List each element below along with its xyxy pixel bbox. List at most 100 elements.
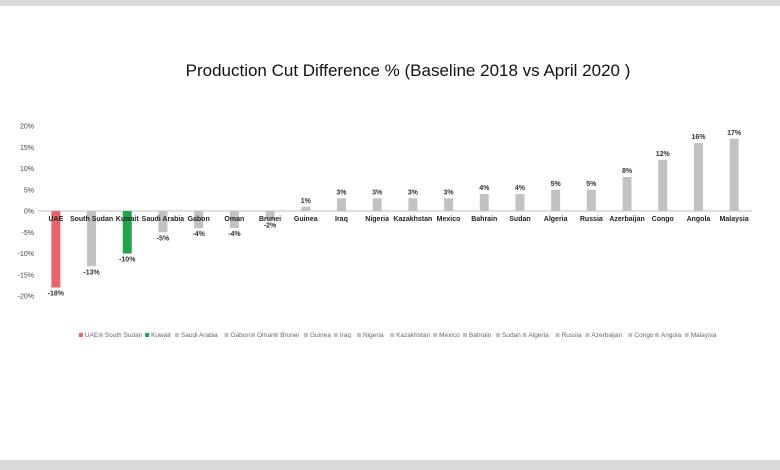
legend-label: Guinea xyxy=(310,332,331,339)
data-label: -4% xyxy=(192,231,205,238)
category-label: Kuwait xyxy=(116,216,140,223)
y-tick-label: 20% xyxy=(20,124,34,131)
legend-label: Brunei xyxy=(280,332,299,339)
data-label: 5% xyxy=(586,181,597,188)
category-label: Azerbaijan xyxy=(609,216,644,223)
data-label: 4% xyxy=(515,185,526,192)
data-label: -5% xyxy=(157,235,170,242)
legend-swatch xyxy=(333,333,338,337)
y-tick-label: 0% xyxy=(24,209,34,216)
legend-label: Mexico xyxy=(439,332,460,339)
bar xyxy=(658,160,668,211)
legend-swatch xyxy=(585,333,590,337)
legend-swatch xyxy=(628,333,633,337)
legend-swatch xyxy=(174,333,179,337)
category-label: Guinea xyxy=(294,216,318,223)
bar-chart: Production Cut Difference % (Baseline 20… xyxy=(18,61,752,339)
bars xyxy=(51,138,739,288)
legend-label: Algeria xyxy=(529,332,550,339)
category-label: Angola xyxy=(687,216,711,223)
bar xyxy=(158,211,168,233)
bar xyxy=(622,177,632,211)
legend-label: Angola xyxy=(661,332,682,339)
legend-swatch xyxy=(555,333,560,337)
category-label: Iraq xyxy=(335,216,348,223)
bar xyxy=(194,211,204,228)
category-label: UAE xyxy=(48,216,63,223)
bar xyxy=(51,211,61,288)
data-label: 3% xyxy=(372,189,383,196)
category-label: Brunei xyxy=(259,216,281,223)
legend-label: Bahrain xyxy=(469,332,492,339)
bar xyxy=(87,211,97,267)
data-label: 3% xyxy=(443,189,454,196)
data-label: 1% xyxy=(301,198,312,205)
bar xyxy=(229,211,239,228)
legend-label: Iraq xyxy=(340,332,352,339)
data-label: 3% xyxy=(408,189,419,196)
legend-swatch xyxy=(496,333,500,337)
data-label: -13% xyxy=(83,269,100,276)
category-label: Congo xyxy=(652,216,674,223)
legend-swatch xyxy=(251,333,255,337)
data-label: -4% xyxy=(228,231,241,238)
y-tick-label: -5% xyxy=(22,230,34,237)
data-label: 3% xyxy=(336,189,347,196)
category-label: Russia xyxy=(580,216,603,223)
legend-label: Kuwait xyxy=(151,332,171,339)
y-tick-label: -15% xyxy=(18,272,34,279)
bar xyxy=(729,138,739,211)
legend-label: Congo xyxy=(634,332,654,339)
data-label: 16% xyxy=(691,134,706,141)
legend-swatch xyxy=(224,333,229,337)
data-label: -10% xyxy=(119,257,136,264)
data-label: -18% xyxy=(48,291,65,298)
bar xyxy=(444,198,454,211)
category-label: Saudi Arabia xyxy=(142,216,185,223)
category-labels: UAE South Sudan Kuwait Saudi Arabia Gabon Oma… xyxy=(48,216,748,223)
y-tick-label: -10% xyxy=(18,251,34,258)
legend-swatch xyxy=(357,333,361,337)
category-label: Bahrain xyxy=(471,216,497,223)
bar xyxy=(301,206,311,211)
legend-label: Malaysia xyxy=(691,332,717,339)
legend-label: Saudi Arabia xyxy=(181,332,218,339)
data-label: 4% xyxy=(479,185,490,192)
legend-swatch xyxy=(684,333,689,337)
category-label: Oman xyxy=(224,216,244,223)
bar xyxy=(515,194,525,211)
legend: UAE South Sudan Kuwait Saudi Arabia Gabon Oma… xyxy=(78,332,717,339)
data-label: 12% xyxy=(656,151,671,158)
legend-swatch xyxy=(274,333,279,337)
data-label: -2% xyxy=(264,223,277,230)
legend-label: UAE xyxy=(85,332,99,339)
legend-label: Gabon xyxy=(231,332,251,339)
legend-swatch xyxy=(390,333,395,337)
bar xyxy=(122,211,132,254)
category-label: Sudan xyxy=(509,216,530,223)
bar xyxy=(372,198,382,211)
legend-swatch xyxy=(98,333,103,337)
bar xyxy=(479,194,489,211)
chart-frame: Production Cut Difference % (Baseline 20… xyxy=(0,6,780,460)
legend-label: Nigeria xyxy=(363,332,384,339)
bar xyxy=(551,189,561,211)
category-label: Mexico xyxy=(437,216,461,223)
chart-title: Production Cut Difference % (Baseline 20… xyxy=(186,61,631,80)
y-tick-label: 5% xyxy=(24,187,34,194)
data-label: 17% xyxy=(727,130,742,137)
data-label: 5% xyxy=(551,181,562,188)
legend-swatch xyxy=(304,333,308,337)
y-tick-label: 15% xyxy=(20,145,34,152)
category-label: Algeria xyxy=(544,216,568,223)
category-label: Kazakhstan xyxy=(393,216,432,223)
y-tick-label: -20% xyxy=(18,294,34,301)
legend-swatch xyxy=(654,333,659,337)
legend-swatch xyxy=(462,333,467,337)
legend-label: Kazakhstan xyxy=(396,332,430,339)
legend-label: Oman xyxy=(257,332,275,339)
legend-swatch xyxy=(433,333,438,337)
legend-swatch xyxy=(78,333,83,337)
legend-label: Russia xyxy=(562,332,582,339)
legend-label: Sudan xyxy=(502,332,521,339)
